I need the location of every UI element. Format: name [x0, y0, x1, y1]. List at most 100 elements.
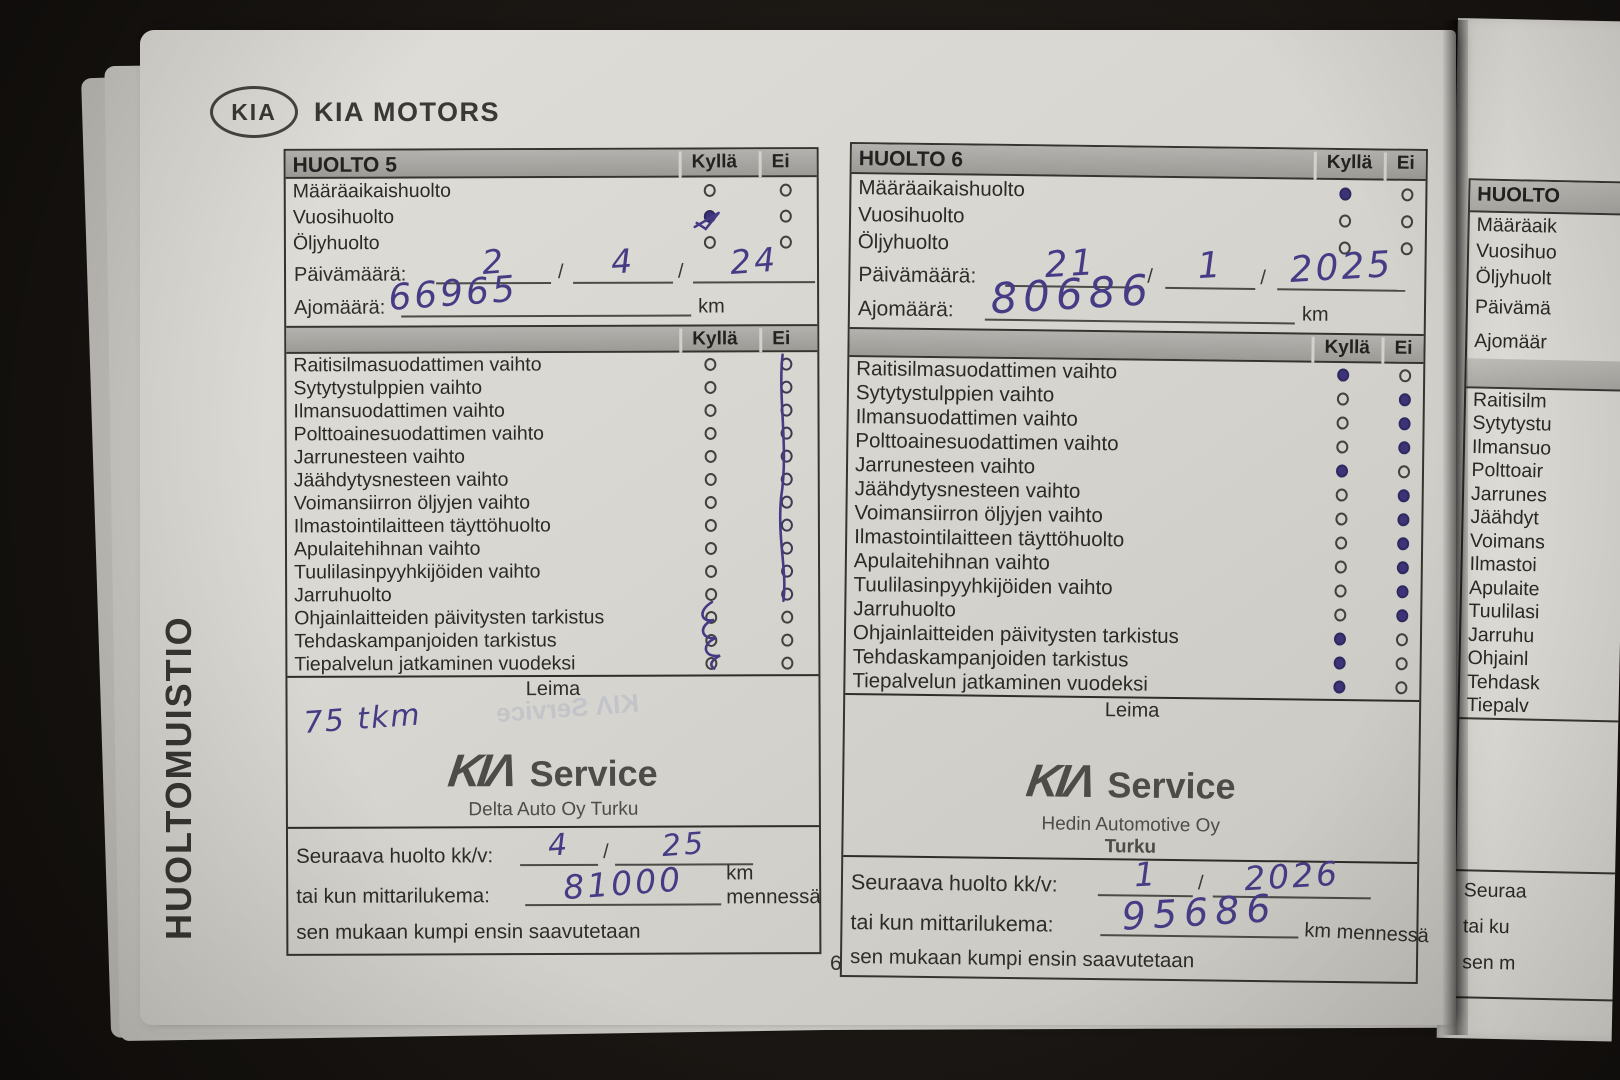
ei-circle: [779, 235, 792, 249]
ei-circle: [1398, 417, 1411, 431]
kylla-circle: [1337, 368, 1350, 382]
kylla-circle: [704, 426, 717, 440]
service-item-label: Jarrunes: [1470, 482, 1548, 507]
service-item-label: Jarruhuolto: [853, 597, 956, 622]
ei-circle: [780, 380, 793, 394]
whichever-first-note: sen m: [1461, 951, 1516, 975]
table-row: Jarruhuolto: [287, 582, 818, 607]
date-separator: /: [557, 260, 564, 283]
service-item-label: Ilmansuodattimen vaihto: [293, 399, 505, 422]
kylla-circle: [704, 403, 717, 417]
ei-circle: [1395, 681, 1408, 695]
service-item-label: Määräaikaishuolto: [292, 179, 452, 203]
kylla-column-header: Kyllä: [678, 151, 751, 178]
ei-column-header: Ei: [1381, 337, 1426, 365]
odometer-field-row: Ajomäär: [1467, 324, 1620, 362]
kylla-circle: [1339, 186, 1352, 201]
service-item-label: Tuulilasinpyyhkijöiden vaihto: [853, 573, 1113, 600]
kylla-circle: [703, 183, 716, 197]
ei-circle: [1395, 633, 1409, 647]
odometer-blank: 80686: [984, 265, 1295, 325]
handwritten-month: 4: [609, 240, 637, 282]
date-field-row: Päivämä: [1468, 290, 1620, 328]
service-item-label: Tiepalvelun jatkaminen vuodeksi: [294, 651, 576, 675]
ei-circle: [1400, 214, 1414, 228]
service-item-label: Tehdaskampanjoiden tarkistus: [294, 628, 557, 652]
kylla-circle: [704, 518, 717, 532]
kylla-circle: [1338, 213, 1352, 228]
kylla-circle: [705, 610, 718, 624]
date-separator: /: [603, 840, 609, 863]
service-item-label: Jäähdyt: [1470, 506, 1540, 530]
ei-circle: [779, 209, 792, 223]
brand-title: KIA MOTORS: [314, 96, 501, 127]
dealer-stamp: KIΛ Service: [288, 742, 819, 798]
ei-circle: [780, 426, 793, 440]
service-item-label: Ilmansuodattimen vaihto: [855, 405, 1078, 431]
ei-circle: [1396, 585, 1409, 599]
handwritten-year: 2025: [1288, 244, 1395, 291]
huolto7-service-rows: Raitisilm Sytytystu Ilmansuo Polttoair J…: [1459, 388, 1620, 721]
service-item-label: Voimansiirron öljyjen vaihto: [293, 491, 531, 514]
service-item-label: Vuosihuo: [1475, 239, 1557, 264]
table-row: Tehdaskampanjoiden tarkistus: [287, 628, 818, 653]
kylla-circle: [1336, 392, 1349, 406]
ei-circle: [780, 449, 793, 463]
odometer-label: Ajomäärä:: [857, 297, 954, 322]
kylla-circle: [705, 564, 718, 578]
stamp-box: Leima KIΛ Service Hedin Automotive Oy Tur…: [843, 692, 1420, 862]
ghost-service-text: Service: [495, 691, 590, 729]
kylla-circle: [704, 495, 717, 509]
service-item-label: Sytytystulppien vaihto: [293, 376, 483, 399]
handwritten-next-year: 25: [660, 825, 708, 865]
table-row: Määräaikaishuolto: [286, 177, 817, 205]
kia-oval-logo-text: KIA: [231, 98, 277, 125]
service-item-label: Polttoainesuodattimen vaihto: [855, 429, 1119, 456]
ei-circle: [781, 633, 794, 647]
next-odometer-label: tai kun mittarilukema:: [850, 910, 1054, 937]
brand-header: KIA KIA MOTORS: [210, 86, 500, 138]
table-row: Polttoainesuodattimen vaihto: [287, 421, 818, 446]
service-item-label: Jarrunesteen vaihto: [854, 453, 1036, 479]
ei-circle: [780, 495, 793, 509]
table-row: Tiepalvelun jatkaminen vuodeksi: [287, 651, 818, 676]
huolto6-table: HUOLTO 6 Kyllä Ei Määräaikaishuolto Vuos…: [839, 142, 1430, 986]
kylla-circle: [705, 587, 718, 601]
huolto7-table-partial: HUOLTO Määräaik Vuosihuo Öljyhuolt Päivä…: [1451, 178, 1620, 1003]
handwritten-next-month: 4: [546, 827, 572, 864]
next-service-box: Seuraava huolto kk/v: 4 / 25 tai kun mit…: [287, 825, 821, 958]
kylla-circle: [704, 380, 717, 394]
odometer-field-row: Ajomäärä: 66965 km: [286, 269, 817, 326]
table-row: Jäähdytysnesteen vaihto: [287, 467, 818, 492]
huolto6-title: HUOLTO 6: [858, 147, 964, 172]
next-odometer-label: tai ku: [1462, 915, 1510, 939]
kylla-circle: [1333, 656, 1346, 670]
km-unit: km: [1301, 303, 1329, 326]
date-month-blank: 4: [573, 241, 674, 284]
date-label: Päivämäärä:: [858, 263, 977, 288]
service-item-label: Vuosihuolto: [292, 206, 395, 229]
kylla-circle: [1334, 608, 1347, 622]
service-item-label: Ilmastoi: [1469, 553, 1537, 577]
odometer-blank: 66965: [387, 269, 692, 319]
kylla-circle: [1336, 440, 1349, 454]
table-row: Tiepalv: [1459, 694, 1620, 722]
service-item-label: Apulaite: [1468, 576, 1540, 601]
service-item-label: Apulaitehihnan vaihto: [853, 549, 1051, 575]
service-item-label: Määräaik: [1476, 213, 1558, 238]
ei-circle: [780, 541, 794, 555]
kylla-circle: [704, 449, 717, 463]
kylla-circle: [704, 357, 717, 371]
next-odometer-blank: 81000: [525, 859, 722, 907]
service-item-label: Jarruhu: [1467, 623, 1535, 647]
handwritten-year: 24: [728, 239, 780, 283]
handwritten-next-odometer: 95686: [1120, 885, 1279, 939]
ei-circle: [1397, 465, 1411, 479]
service-item-label: Tehdask: [1466, 670, 1540, 695]
stamp-box: [1456, 717, 1620, 874]
huolto7-title: HUOLTO: [1477, 183, 1561, 208]
handwritten-next-odometer: 81000: [561, 859, 685, 908]
table-row: Raitisilmasuodattimen vaihto: [286, 352, 817, 377]
km-by-unit: km mennessä: [1303, 919, 1430, 948]
ei-circle: [781, 564, 794, 578]
